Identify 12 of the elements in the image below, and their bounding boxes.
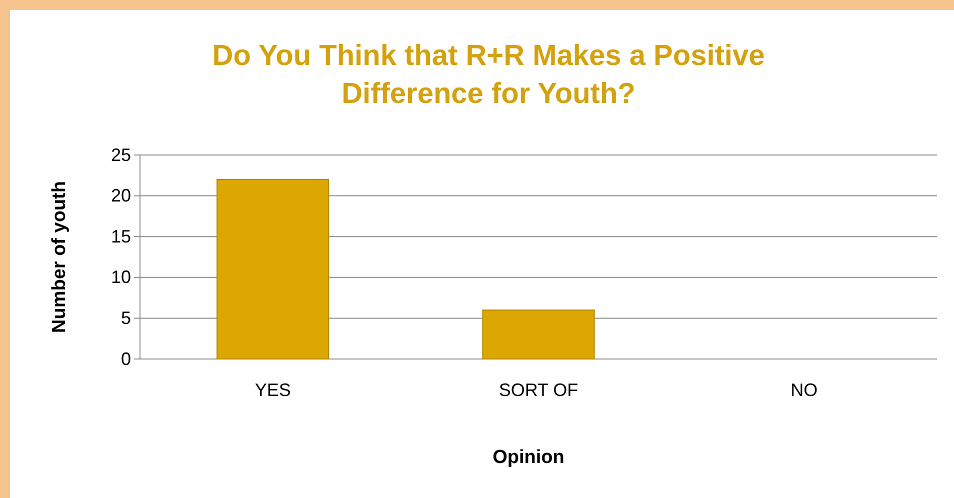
x-axis-title: Opinion: [492, 447, 564, 468]
chart-title: Do You Think that R+R Makes a Positive Difference for Youth?: [212, 40, 765, 110]
y-tick-label: 10: [110, 267, 131, 288]
x-tick-label: NO: [790, 380, 818, 400]
y-axis-title: Number of youth: [49, 181, 70, 333]
y-tick-label: 0: [120, 348, 131, 369]
x-tick-label: SORT OF: [498, 380, 578, 400]
y-tick-label: 25: [110, 144, 131, 165]
y-tick-label: 15: [110, 226, 131, 246]
y-tick-label: 20: [110, 186, 131, 206]
x-tick-label: YES: [254, 380, 291, 400]
y-tick-label: 5: [120, 308, 131, 328]
